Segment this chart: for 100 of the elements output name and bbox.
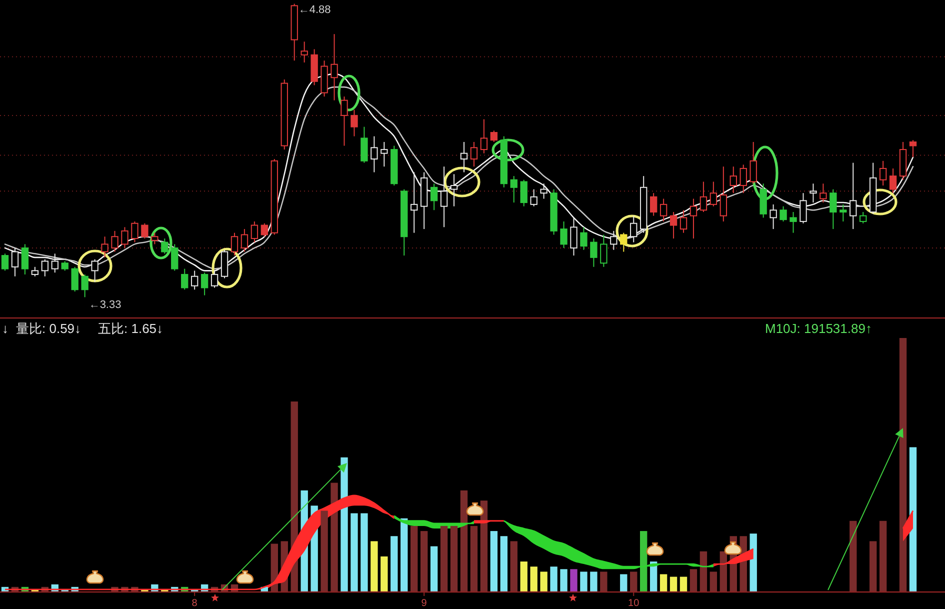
bar	[500, 536, 508, 592]
candlestick	[300, 41, 308, 63]
candlestick	[790, 212, 797, 234]
bar	[700, 551, 708, 592]
bar	[620, 574, 628, 592]
candlestick	[600, 234, 608, 268]
candlestick	[151, 232, 158, 245]
candlestick	[889, 168, 897, 194]
candlestick	[240, 228, 248, 252]
bar	[430, 546, 438, 592]
candlestick	[131, 220, 138, 243]
candlestick	[720, 166, 728, 222]
bar	[720, 551, 728, 592]
candlestick	[161, 238, 168, 254]
text: 量比: 0.59↓	[16, 321, 82, 336]
candlestick	[560, 220, 568, 248]
candlestick	[840, 204, 847, 222]
bar	[380, 556, 388, 592]
candlestick	[490, 130, 498, 142]
candlestick	[21, 244, 29, 275]
candlestick	[210, 270, 218, 288]
bar	[440, 526, 448, 592]
candlestick	[430, 183, 438, 211]
bar	[909, 447, 917, 592]
bar	[410, 526, 418, 592]
bar	[710, 572, 718, 592]
candlestick	[260, 222, 268, 238]
bar	[530, 566, 538, 592]
bar	[690, 569, 698, 592]
candlestick	[820, 183, 827, 204]
candlestick	[879, 160, 887, 186]
bar	[850, 520, 857, 592]
candlestick	[200, 272, 208, 296]
candlestick	[330, 34, 338, 101]
candlestick	[510, 176, 518, 204]
candlestick	[450, 174, 458, 207]
candlestick	[540, 183, 548, 200]
bar	[420, 531, 428, 592]
candlestick	[650, 192, 658, 216]
candlestick	[700, 181, 708, 212]
bar	[390, 536, 398, 592]
candlestick	[590, 238, 598, 268]
candlestick	[370, 136, 378, 173]
candlestick	[730, 166, 737, 194]
candlestick	[11, 247, 19, 277]
bar	[879, 520, 887, 592]
bar	[660, 574, 668, 592]
candlestick	[360, 126, 368, 164]
bar	[680, 576, 688, 592]
x-tick-label: 9	[421, 598, 428, 609]
annotation: ←4.88	[298, 4, 331, 16]
bar	[640, 531, 648, 592]
text: M10J: 191531.89↑	[765, 321, 872, 336]
candlestick	[410, 172, 418, 234]
bar	[869, 541, 877, 592]
candlestick	[340, 96, 348, 146]
candlestick	[680, 210, 688, 234]
candlestick	[620, 232, 628, 252]
candlestick	[780, 206, 787, 222]
candlestick	[860, 212, 867, 224]
candlestick	[710, 181, 718, 207]
candlestick	[460, 141, 468, 173]
bar	[360, 513, 368, 592]
candlestick	[660, 198, 668, 222]
candlestick	[31, 266, 39, 277]
candlestick	[580, 226, 588, 250]
candlestick	[530, 188, 538, 207]
candlestick	[630, 215, 638, 243]
candlestick	[250, 220, 258, 243]
annotation: ←3.33	[88, 299, 122, 312]
bar	[460, 490, 468, 592]
candlestick	[71, 266, 78, 292]
candlestick	[51, 253, 58, 274]
candlestick	[111, 230, 118, 252]
candlestick	[690, 198, 698, 239]
candlestick	[91, 258, 98, 283]
bar	[400, 518, 408, 592]
candlestick	[440, 166, 448, 228]
bar	[630, 572, 638, 592]
candlestick	[750, 141, 757, 184]
candlestick	[101, 236, 108, 258]
bar	[550, 566, 558, 592]
candlestick	[670, 212, 678, 239]
candlestick	[190, 270, 198, 290]
candlestick	[810, 183, 817, 204]
bar	[450, 526, 458, 592]
candlestick	[830, 188, 837, 230]
candlestick	[800, 192, 807, 224]
bar	[600, 572, 608, 592]
bar	[490, 531, 498, 592]
bar	[540, 572, 548, 592]
bar	[560, 569, 568, 592]
candlestick	[610, 230, 618, 250]
bar	[670, 576, 678, 592]
candlestick	[1, 253, 9, 272]
candlestick	[121, 226, 128, 248]
candlestick	[230, 232, 238, 256]
candlestick	[480, 118, 488, 154]
bar	[470, 526, 478, 592]
bar	[510, 541, 518, 592]
